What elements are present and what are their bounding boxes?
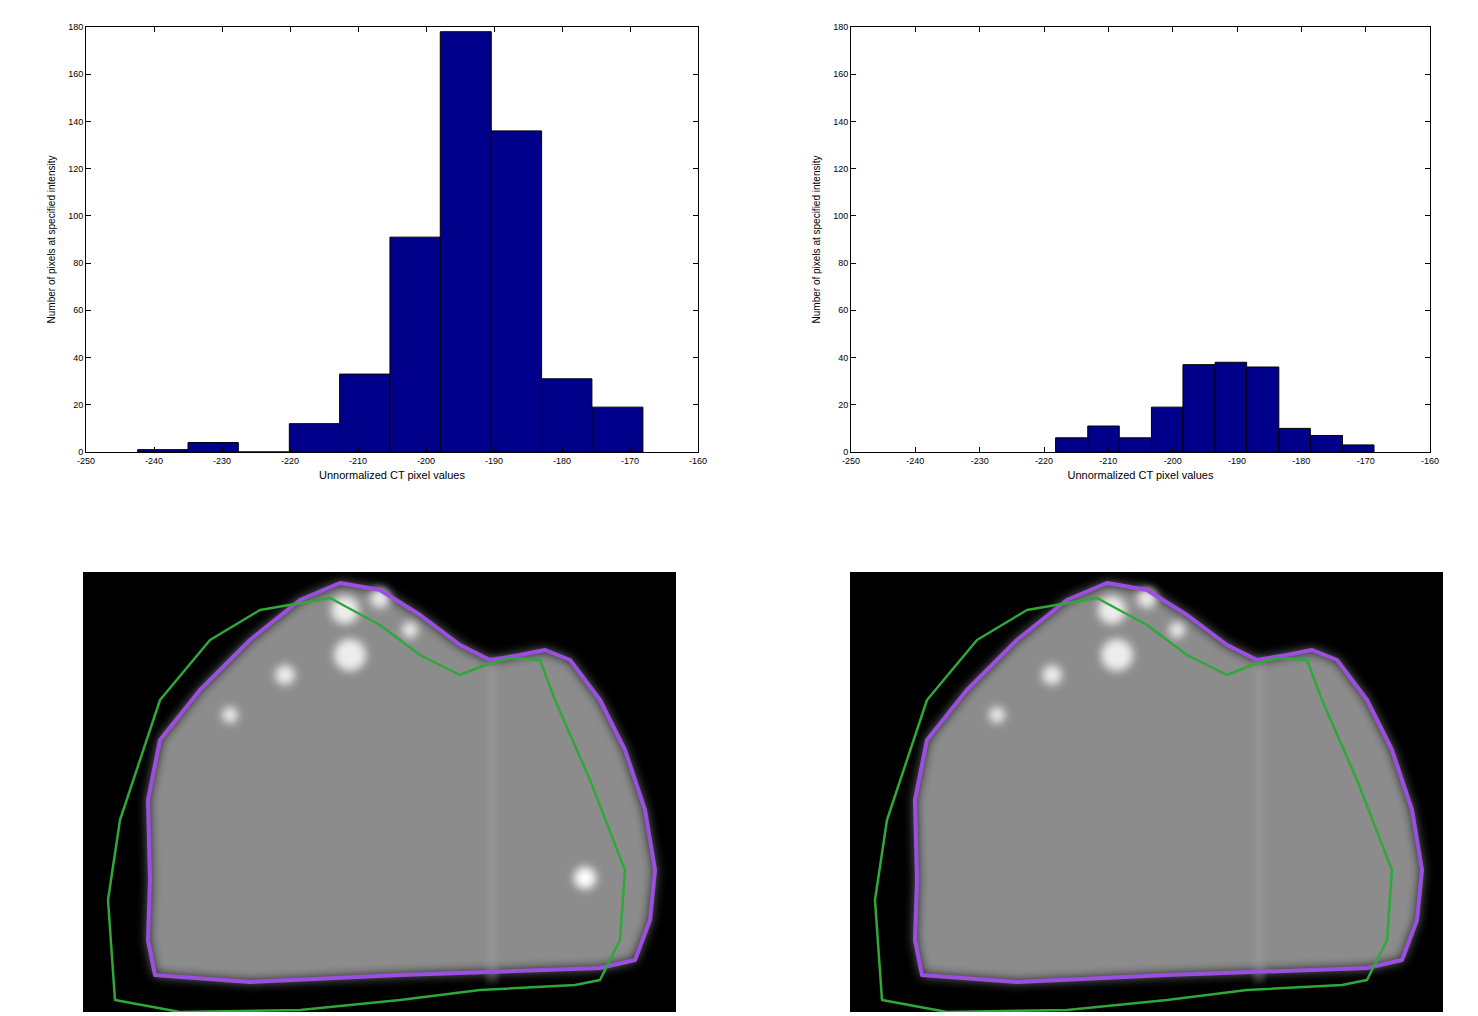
svg-text:-160: -160 xyxy=(689,456,707,466)
svg-text:0: 0 xyxy=(78,447,83,457)
svg-text:-200: -200 xyxy=(1164,456,1182,466)
svg-text:-180: -180 xyxy=(553,456,571,466)
svg-text:-190: -190 xyxy=(485,456,503,466)
svg-text:80: 80 xyxy=(838,258,848,268)
svg-text:-230: -230 xyxy=(213,456,231,466)
svg-text:160: 160 xyxy=(68,69,83,79)
svg-text:-170: -170 xyxy=(621,456,639,466)
svg-text:-250: -250 xyxy=(77,456,95,466)
svg-text:180: 180 xyxy=(833,22,848,32)
svg-text:-220: -220 xyxy=(1035,456,1053,466)
svg-text:140: 140 xyxy=(833,117,848,127)
svg-text:-160: -160 xyxy=(1421,456,1439,466)
svg-text:-240: -240 xyxy=(906,456,924,466)
svg-text:-210: -210 xyxy=(1099,456,1117,466)
svg-text:-210: -210 xyxy=(349,456,367,466)
svg-text:Unnormalized CT pixel values: Unnormalized CT pixel values xyxy=(319,469,465,481)
svg-text:60: 60 xyxy=(73,305,83,315)
svg-text:100: 100 xyxy=(833,211,848,221)
svg-text:60: 60 xyxy=(838,305,848,315)
svg-text:80: 80 xyxy=(73,258,83,268)
svg-text:-240: -240 xyxy=(145,456,163,466)
svg-text:140: 140 xyxy=(68,117,83,127)
svg-text:40: 40 xyxy=(73,353,83,363)
svg-text:100: 100 xyxy=(68,211,83,221)
svg-text:Unnormalized CT pixel values: Unnormalized CT pixel values xyxy=(1068,469,1214,481)
svg-text:-200: -200 xyxy=(417,456,435,466)
svg-text:-230: -230 xyxy=(971,456,989,466)
svg-text:-220: -220 xyxy=(281,456,299,466)
svg-text:-180: -180 xyxy=(1292,456,1310,466)
svg-text:180: 180 xyxy=(68,22,83,32)
svg-text:120: 120 xyxy=(68,164,83,174)
svg-text:-190: -190 xyxy=(1228,456,1246,466)
svg-text:Number of pixels at specified: Number of pixels at specified intensity xyxy=(46,156,57,324)
svg-text:-250: -250 xyxy=(842,456,860,466)
svg-text:-170: -170 xyxy=(1357,456,1375,466)
svg-text:Number of pixels at specified: Number of pixels at specified intensity xyxy=(811,156,822,324)
svg-text:20: 20 xyxy=(838,400,848,410)
svg-text:20: 20 xyxy=(73,400,83,410)
svg-text:160: 160 xyxy=(833,69,848,79)
svg-text:40: 40 xyxy=(838,353,848,363)
svg-text:120: 120 xyxy=(833,164,848,174)
svg-text:0: 0 xyxy=(843,447,848,457)
